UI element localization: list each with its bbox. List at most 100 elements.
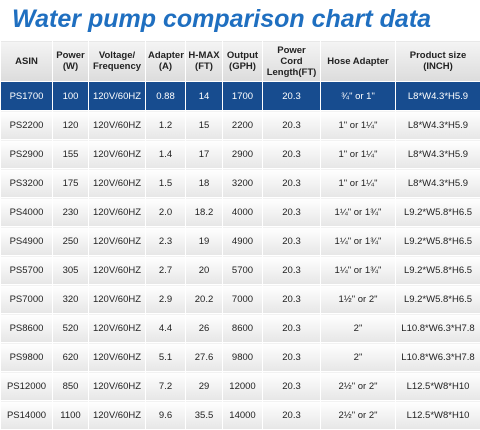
table-cell: 1.5 (145, 168, 186, 198)
table-cell: 18 (185, 168, 223, 198)
table-cell: PS7000 (0, 284, 53, 314)
table-cell: 4900 (222, 226, 263, 256)
table-cell: 2.7 (145, 255, 186, 285)
table-cell: PS1700 (0, 81, 53, 111)
table-cell: 20.3 (262, 284, 321, 314)
header-cell: Voltage/ Frequency (88, 40, 146, 82)
table-cell: L8*W4.3*H5.9 (395, 168, 480, 198)
table-row: PS14000 1100 120V/60HZ 9.6 35.5 14000 20.3 2½" … (0, 400, 480, 430)
table-cell: 120V/60HZ (88, 342, 146, 372)
table-cell: L9.2*W5.8*H6.5 (395, 284, 480, 314)
table-cell: 35.5 (185, 400, 223, 430)
table-cell: 2½" or 2" (320, 371, 396, 401)
table-cell: PS9800 (0, 342, 53, 372)
header-cell: Adapter (A) (145, 40, 186, 82)
table-cell: 29 (185, 371, 223, 401)
table-row: PS7000 320 120V/60HZ 2.9 20.2 7000 20.3 1½" or … (0, 284, 480, 314)
table-cell: 15 (185, 110, 223, 140)
header-cell: ASIN (0, 40, 53, 82)
table-cell: 120 (52, 110, 89, 140)
table-cell: L10.8*W6.3*H7.8 (395, 313, 480, 343)
table-cell: 20.3 (262, 110, 321, 140)
table-cell: 120V/60HZ (88, 168, 146, 198)
header-cell: Power Cord Length(FT) (262, 40, 321, 82)
table-cell: L12.5*W8*H10 (395, 400, 480, 430)
table-cell: 20.3 (262, 371, 321, 401)
table-cell: 26 (185, 313, 223, 343)
table-cell: 20.2 (185, 284, 223, 314)
table-cell: 120V/60HZ (88, 313, 146, 343)
table-cell: PS2200 (0, 110, 53, 140)
table-cell: 20.3 (262, 168, 321, 198)
table-cell: 8600 (222, 313, 263, 343)
table-row: PS2200 120 120V/60HZ 1.2 15 2200 20.3 1" or 1¼"… (0, 110, 480, 140)
table-cell: 20.3 (262, 400, 321, 430)
table-cell: 4000 (222, 197, 263, 227)
table-cell: 230 (52, 197, 89, 227)
table-cell: 1¼" or 1¾" (320, 255, 396, 285)
table-cell: 250 (52, 226, 89, 256)
table-cell: 14000 (222, 400, 263, 430)
table-cell: L8*W4.3*H5.9 (395, 81, 480, 111)
table-cell: 18.2 (185, 197, 223, 227)
table-cell: 2200 (222, 110, 263, 140)
table-cell: L8*W4.3*H5.9 (395, 139, 480, 169)
table-cell: 9.6 (145, 400, 186, 430)
table-cell: PS5700 (0, 255, 53, 285)
header-cell: Power (W) (52, 40, 89, 82)
table-cell: 7.2 (145, 371, 186, 401)
table-cell: 1½" or 2" (320, 284, 396, 314)
table-cell: 14 (185, 81, 223, 111)
table-cell: 20.3 (262, 255, 321, 285)
table-cell: 3200 (222, 168, 263, 198)
table-cell: 2.9 (145, 284, 186, 314)
table-cell: PS14000 (0, 400, 53, 430)
table-cell: 120V/60HZ (88, 110, 146, 140)
table-cell: 20 (185, 255, 223, 285)
table-cell: PS2900 (0, 139, 53, 169)
table-row: PS1700 100 120V/60HZ 0.88 14 1700 20.3 ¾" or 1"… (0, 81, 480, 111)
table-cell: L9.2*W5.8*H6.5 (395, 255, 480, 285)
table-cell: 5.1 (145, 342, 186, 372)
table-row: PS4900 250 120V/60HZ 2.3 19 4900 20.3 1¼" or 1¾… (0, 226, 480, 256)
table-cell: 0.88 (145, 81, 186, 111)
table-cell: 2" (320, 342, 396, 372)
table-cell: 1100 (52, 400, 89, 430)
table-row: PS4000 230 120V/60HZ 2.0 18.2 4000 20.3 1¼" or … (0, 197, 480, 227)
table-cell: 320 (52, 284, 89, 314)
table-cell: 19 (185, 226, 223, 256)
table-cell: ¾" or 1" (320, 81, 396, 111)
table-cell: PS12000 (0, 371, 53, 401)
table-cell: 20.3 (262, 197, 321, 227)
table-cell: 1700 (222, 81, 263, 111)
table-cell: 20.3 (262, 313, 321, 343)
table-row: PS2900 155 120V/60HZ 1.4 17 2900 20.3 1" or 1¼"… (0, 139, 480, 169)
table-header: ASIN Power (W) Voltage/ Frequency Adapter (… (0, 40, 480, 82)
table-cell: 1.4 (145, 139, 186, 169)
table-row: PS9800 620 120V/60HZ 5.1 27.6 9800 20.3 2" L10.8… (0, 342, 480, 372)
table-cell: 2900 (222, 139, 263, 169)
table-cell: 1¼" or 1¾" (320, 226, 396, 256)
table-cell: 1" or 1¼" (320, 168, 396, 198)
table-cell: 9800 (222, 342, 263, 372)
table-cell: 100 (52, 81, 89, 111)
table-cell: 20.3 (262, 342, 321, 372)
header-cell: Product size (INCH) (395, 40, 480, 82)
table-cell: 155 (52, 139, 89, 169)
table-cell: L9.2*W5.8*H6.5 (395, 226, 480, 256)
table-cell: PS8600 (0, 313, 53, 343)
table-cell: 1" or 1¼" (320, 110, 396, 140)
table-cell: 2½" or 2" (320, 400, 396, 430)
table-cell: PS3200 (0, 168, 53, 198)
table-cell: 17 (185, 139, 223, 169)
table-cell: 120V/60HZ (88, 226, 146, 256)
table-cell: 20.3 (262, 81, 321, 111)
table-cell: L9.2*W5.8*H6.5 (395, 197, 480, 227)
table-cell: 120V/60HZ (88, 139, 146, 169)
table-cell: 120V/60HZ (88, 255, 146, 285)
table-cell: 175 (52, 168, 89, 198)
table-cell: L12.5*W8*H10 (395, 371, 480, 401)
table-cell: 4.4 (145, 313, 186, 343)
comparison-table: ASIN Power (W) Voltage/ Frequency Adapter (… (0, 40, 480, 430)
table-cell: 120V/60HZ (88, 284, 146, 314)
